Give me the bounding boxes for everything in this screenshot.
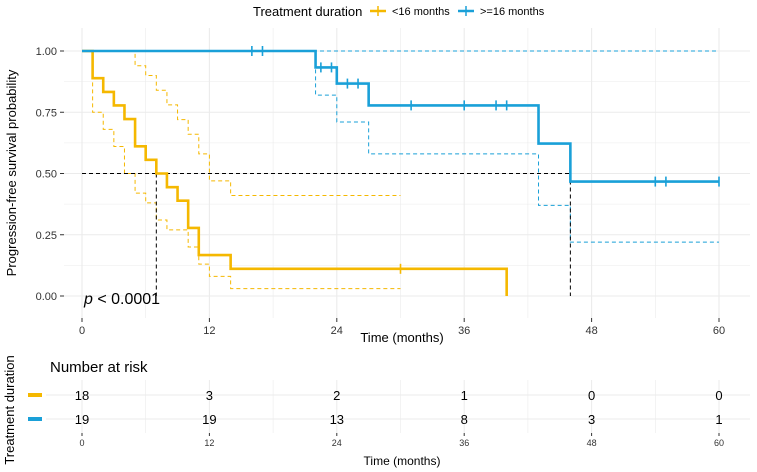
risk-cell-short: 0 (588, 388, 595, 403)
risk-cell-long: 8 (461, 412, 468, 427)
x-tick-label: 36 (458, 325, 470, 337)
y-tick-label: 0.25 (36, 230, 57, 242)
p-value-text: < 0.0001 (93, 291, 160, 308)
x-tick-label: 0 (79, 325, 85, 337)
risk-cell-long: 19 (75, 412, 89, 427)
risk-table-rows: 18 3 2 1 0 0 19 19 13 8 3 1 (28, 388, 723, 427)
y-tick-label: 0.50 (36, 169, 57, 181)
risk-table-x-axis: 0 12 24 36 48 60 (79, 433, 724, 448)
legend-title: Treatment duration (253, 4, 362, 19)
ci-lower-short (82, 50, 401, 290)
median-lines (82, 173, 571, 296)
risk-x-tick-label: 60 (714, 438, 724, 448)
risk-table-xlabel: Time (months) (364, 454, 441, 468)
y-axis-title: Progression-free survival probability (4, 69, 19, 276)
risk-cell-short: 0 (715, 388, 722, 403)
risk-cell-long: 19 (202, 412, 216, 427)
y-tick-label: 0.75 (36, 107, 57, 119)
y-tick-label: 1.00 (36, 46, 57, 58)
x-tick-label: 12 (203, 325, 215, 337)
legend-label-short: <16 months (392, 6, 450, 18)
legend-item-short: <16 months (370, 6, 450, 18)
risk-table-title: Number at risk (50, 359, 148, 376)
risk-table-ylabel: Treatment duration (2, 355, 17, 464)
risk-cell-long: 13 (330, 412, 344, 427)
legend-label-long: >=16 months (480, 6, 545, 18)
legend: Treatment duration <16 months >=16 month… (253, 4, 545, 19)
risk-cell-long: 1 (715, 412, 722, 427)
survival-curve-short (82, 49, 508, 296)
risk-x-tick-label: 0 (79, 438, 84, 448)
risk-cell-short: 3 (206, 388, 213, 403)
ci-upper-short (82, 50, 401, 197)
ci-lower-long (82, 50, 719, 243)
risk-x-tick-label: 12 (204, 438, 214, 448)
risk-table: Number at risk Treatment duration 18 3 2 1 0… (2, 355, 750, 468)
risk-cell-short: 18 (75, 388, 89, 403)
x-tick-label: 60 (713, 325, 725, 337)
x-tick-label: 48 (585, 325, 597, 337)
risk-table-background (46, 380, 750, 433)
legend-item-long: >=16 months (458, 6, 545, 18)
risk-x-tick-label: 36 (459, 438, 469, 448)
x-axis: 0 12 24 36 48 60 (79, 318, 725, 337)
risk-cell-short: 1 (461, 388, 468, 403)
x-axis-title: Time (months) (360, 330, 443, 345)
y-tick-label: 0.00 (36, 291, 57, 303)
risk-cell-short: 2 (333, 388, 340, 403)
p-value-symbol: p (83, 291, 93, 308)
risk-cell-long: 3 (588, 412, 595, 427)
survival-curve-long (82, 49, 719, 183)
risk-table-grid (46, 380, 750, 433)
risk-x-tick-label: 24 (332, 438, 342, 448)
x-tick-label: 24 (331, 325, 343, 337)
y-axis: 0.00 0.25 0.50 0.75 1.00 (36, 46, 64, 303)
risk-x-tick-label: 48 (587, 438, 597, 448)
survival-curves (82, 49, 719, 296)
plot-panel: p < 0.0001 (64, 28, 750, 318)
p-value-annotation: p < 0.0001 (83, 291, 160, 308)
censor-marks (251, 46, 720, 274)
